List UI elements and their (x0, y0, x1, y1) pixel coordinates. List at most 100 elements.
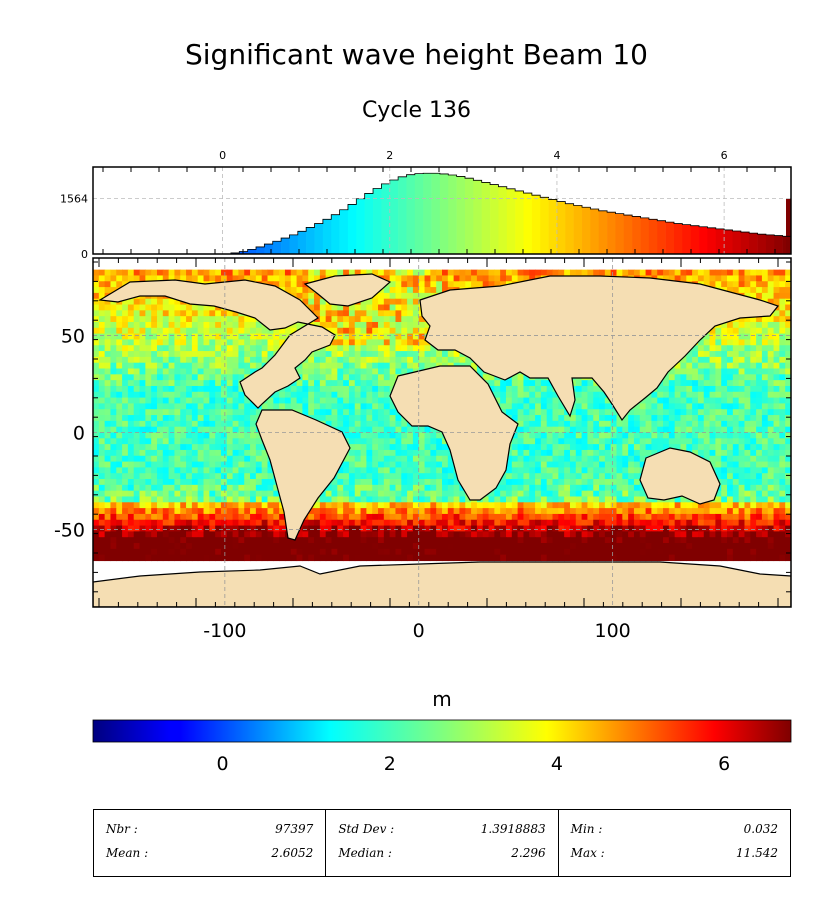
map-cell (761, 496, 769, 503)
map-cell (162, 356, 170, 364)
map-cell (581, 409, 589, 416)
map-cell (383, 275, 391, 282)
map-cell (186, 496, 193, 503)
map-cell (750, 397, 757, 405)
map-cell (215, 374, 222, 381)
map-cell (459, 269, 466, 277)
map-cell (331, 269, 338, 277)
map-cell (651, 444, 658, 451)
map-cell (267, 345, 274, 352)
map-cell (767, 333, 775, 341)
map-cell (168, 403, 176, 410)
map-cell (761, 409, 769, 416)
map-cell (587, 385, 594, 393)
map-cell (104, 449, 112, 457)
map-cell (721, 444, 728, 451)
map-cell (779, 345, 786, 352)
map-cell (517, 380, 525, 387)
map-cell (511, 397, 519, 405)
map-cell (599, 391, 606, 399)
map-cell (587, 444, 594, 451)
map-cell (389, 490, 397, 498)
map-cell (360, 490, 367, 498)
map-cell (511, 490, 519, 498)
map-cell (535, 409, 542, 416)
map-cell (186, 380, 193, 387)
map-cell (220, 397, 228, 405)
map-cell (151, 461, 158, 468)
map-cell (156, 479, 164, 486)
map-cell (215, 490, 222, 498)
map-cell (104, 403, 112, 410)
map-cell (407, 467, 414, 474)
map-cell (773, 310, 780, 317)
map-cell (407, 269, 414, 277)
map-cell (366, 380, 373, 387)
map-cell (168, 467, 176, 474)
map-cell (604, 397, 612, 405)
map-cell (284, 391, 292, 399)
map-cell (773, 444, 780, 451)
map-cell (395, 461, 402, 468)
map-cell (738, 496, 746, 503)
map-cell (599, 479, 606, 486)
map-cell (645, 415, 652, 422)
map-cell (215, 362, 222, 370)
map-cell (116, 327, 123, 335)
map-cell (122, 351, 129, 358)
map-cell (529, 385, 536, 393)
map-cell (418, 351, 426, 358)
map-cell (540, 461, 548, 468)
map-cell (389, 339, 397, 346)
map-cell (232, 467, 240, 474)
map-cell (476, 368, 484, 375)
map-cell (191, 351, 199, 358)
map-cell (238, 455, 245, 463)
map-cell (761, 368, 769, 375)
map-cell (191, 327, 199, 335)
map-cell (779, 368, 786, 375)
map-cell (383, 351, 391, 358)
map-cell (133, 333, 141, 341)
map-cell (93, 356, 100, 364)
map-cell (151, 449, 158, 457)
map-cell (756, 281, 763, 288)
map-cell (505, 490, 513, 498)
map-cell (622, 438, 629, 445)
map-cell (709, 345, 716, 352)
map-cell (308, 374, 315, 381)
map-cell (686, 432, 693, 439)
map-cell (505, 496, 513, 503)
map-cell (430, 438, 437, 445)
map-cell (767, 380, 775, 387)
map-cell (756, 275, 763, 282)
map-cell (738, 449, 746, 457)
map-cell (104, 287, 112, 294)
map-cell (232, 403, 240, 410)
map-cell (442, 444, 449, 451)
map-cell (127, 473, 135, 480)
map-cell (727, 473, 734, 480)
map-cell (319, 304, 327, 311)
map-cell (418, 455, 426, 463)
map-cell (761, 345, 769, 352)
map-cell (354, 397, 362, 405)
map-cell (535, 432, 542, 439)
map-cell (395, 467, 402, 474)
map-cell (203, 403, 210, 410)
map-cell (575, 473, 583, 480)
map-cell (151, 345, 158, 352)
map-cell (180, 473, 187, 480)
map-cell (354, 449, 362, 457)
map-cell (738, 385, 746, 393)
map-cell (604, 420, 612, 428)
map-cell (738, 397, 746, 405)
map-cell (482, 281, 490, 288)
map-cell (430, 351, 437, 358)
map-cell (412, 426, 420, 434)
map-cell (378, 351, 385, 358)
map-cell (127, 397, 135, 405)
map-cell (209, 345, 216, 352)
map-cell (657, 385, 664, 393)
